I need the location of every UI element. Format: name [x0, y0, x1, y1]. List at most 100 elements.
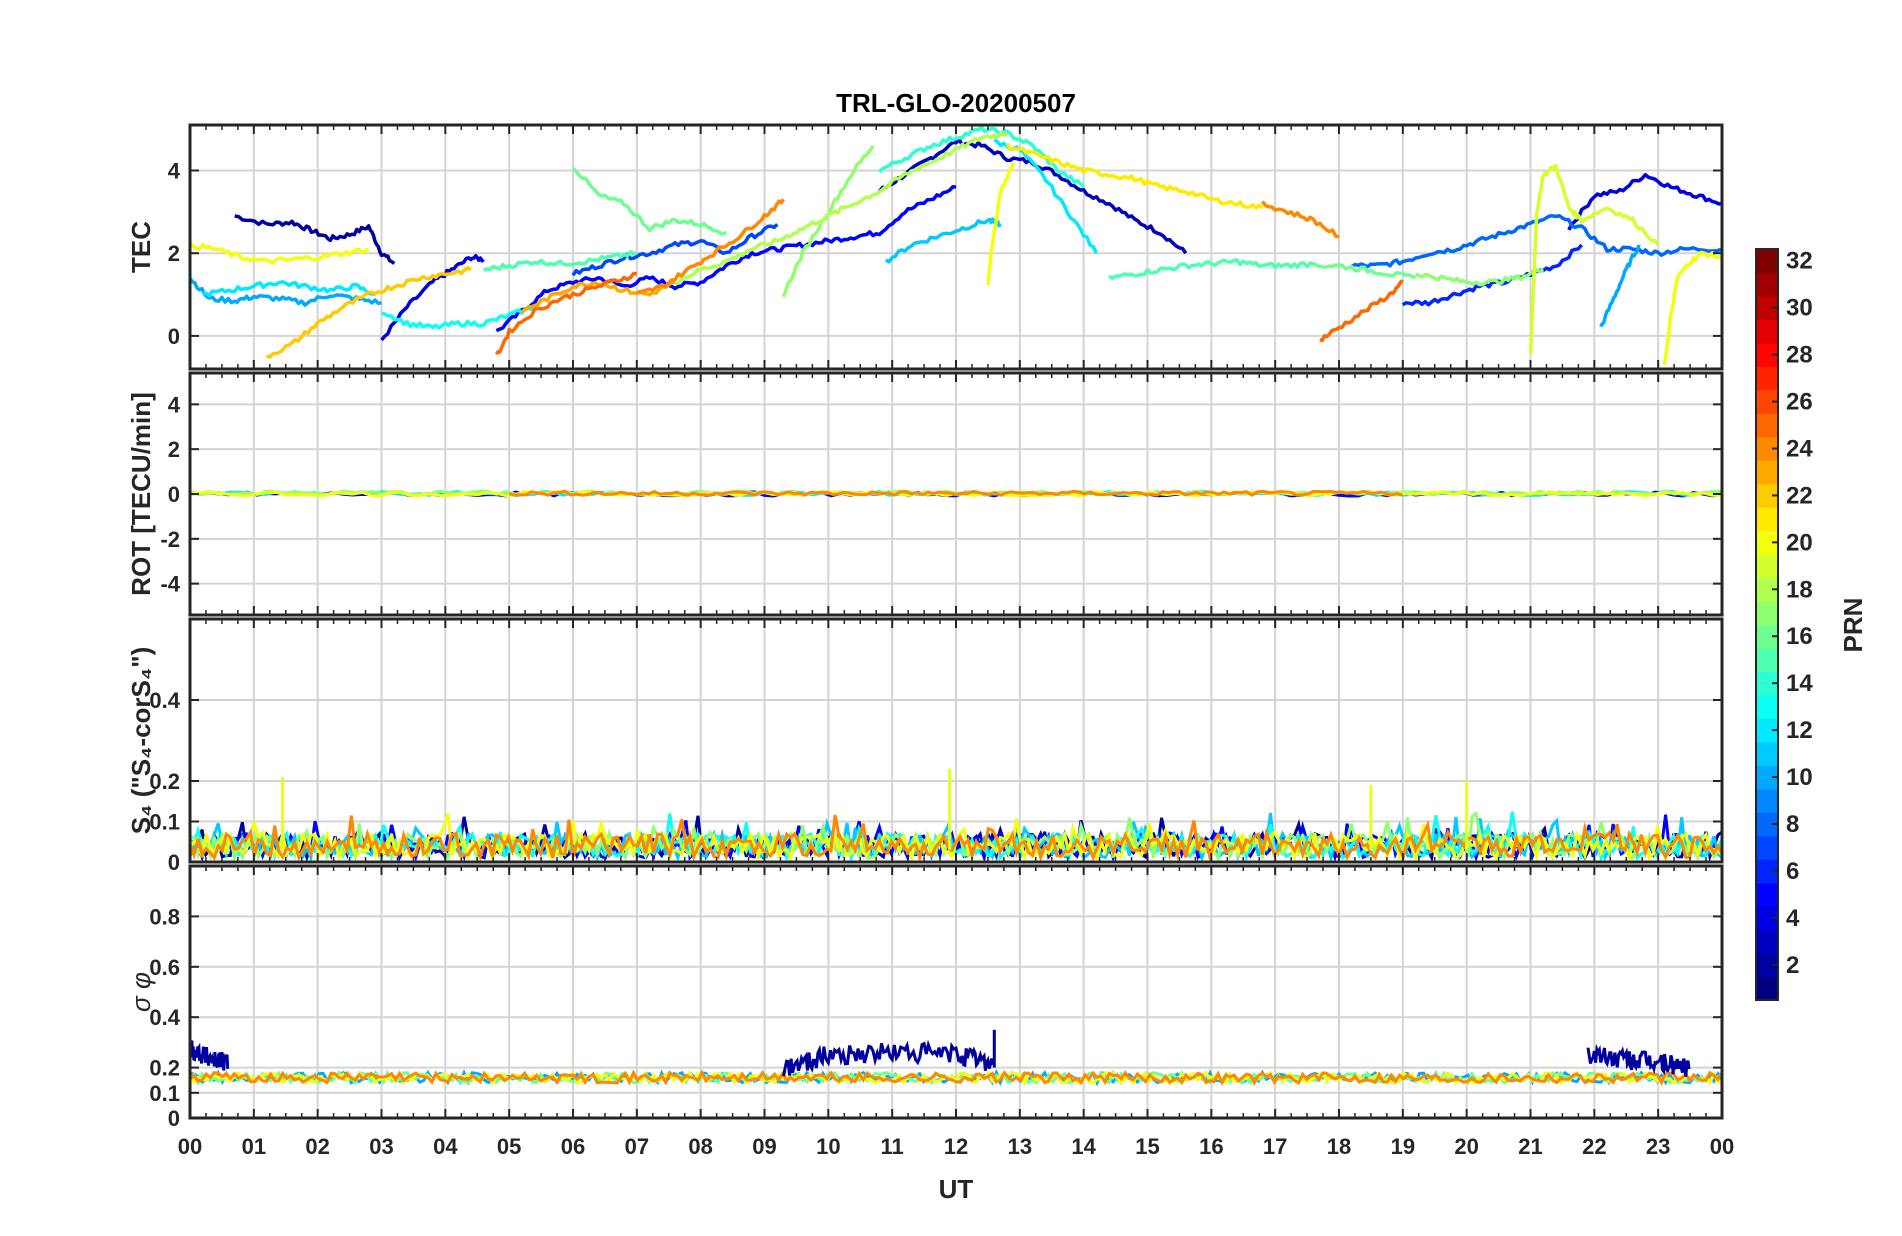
x-tick-label: 18 — [1327, 1134, 1351, 1159]
x-tick-label: 14 — [1071, 1134, 1096, 1159]
tec-line-4 — [495, 185, 957, 333]
colorbar-tick-label: 2 — [1786, 952, 1799, 979]
tec-line-3 — [1567, 172, 1722, 231]
x-axis: 00 01 02 03 04 05 06 07 08 09 10 11 12 13 14 15 16 17 18 19… — [178, 1134, 1734, 1159]
y-axis-label-rot: ROT [TECU/min] — [126, 392, 156, 596]
colorbar-tick-label: 12 — [1786, 717, 1813, 744]
x-tick-label: 17 — [1263, 1134, 1287, 1159]
tec-line-16 — [1108, 258, 1314, 281]
panel-sigma_phi-data — [190, 1029, 1722, 1087]
tec-line-30 — [1261, 200, 1340, 239]
sigma-line-1 — [1586, 1043, 1691, 1077]
colorbar-band — [1756, 835, 1778, 860]
tec-line-27 — [265, 266, 472, 359]
colorbar-band — [1756, 953, 1778, 978]
x-tick-label: 16 — [1199, 1134, 1223, 1159]
colorbar-tick-label: 10 — [1786, 764, 1813, 791]
colorbar-band — [1756, 647, 1778, 673]
colorbar-band — [1756, 342, 1778, 367]
rot-line-4 — [508, 489, 1404, 497]
colorbar-band — [1756, 601, 1778, 626]
x-tick-label: 07 — [625, 1134, 649, 1159]
colorbar-band — [1756, 976, 1778, 1001]
x-tick-label: 11 — [881, 1134, 904, 1159]
colorbar-band — [1756, 718, 1778, 743]
y-tick-label: 0.4 — [149, 688, 180, 713]
colorbar-tick-label: 20 — [1786, 529, 1813, 556]
tec-line-22 — [1528, 163, 1660, 355]
colorbar-tick-label: 14 — [1786, 670, 1813, 697]
x-tick-label: 10 — [816, 1134, 840, 1159]
tec-line-21 — [674, 131, 1008, 286]
y-tick-label: 2 — [168, 437, 180, 462]
colorbar-band — [1756, 694, 1778, 719]
panel-rot-data — [190, 489, 1722, 498]
tec-line-32 — [1319, 279, 1404, 343]
colorbar-band — [1756, 929, 1778, 954]
x-tick-label: 00 — [178, 1134, 202, 1159]
tec-line-9 — [1599, 244, 1641, 328]
x-tick-label: 19 — [1391, 1134, 1415, 1159]
x-tick-label: 06 — [561, 1134, 585, 1159]
colorbar-band — [1756, 272, 1778, 297]
tec-line-11 — [202, 280, 376, 298]
x-tick-label: 21 — [1518, 1134, 1542, 1159]
tec-line-15 — [482, 250, 638, 272]
tec-line-1 — [878, 138, 1188, 255]
colorbar-band — [1756, 671, 1778, 696]
colorbar-band — [1756, 460, 1778, 485]
y-axis-label-sigma_phi: σ φ — [126, 972, 156, 1012]
x-tick-label: 00 — [1710, 1134, 1734, 1159]
y-tick-label: 0.1 — [149, 810, 180, 835]
y-tick-label: 2 — [168, 241, 180, 266]
tec-line-17 — [571, 167, 727, 236]
x-axis-label: UT — [939, 1174, 974, 1204]
colorbar-tick-label: 18 — [1786, 576, 1813, 603]
y-tick-label: 0.2 — [149, 1056, 180, 1081]
colorbar-tick-label: 16 — [1786, 623, 1813, 650]
y-tick-label: 0 — [168, 850, 180, 875]
colorbar-band — [1756, 812, 1778, 837]
colorbar-band — [1756, 436, 1778, 461]
panel-s4: 0 0.1 0.2 0.4S₄ ("S₄-corS₄") — [126, 617, 1724, 875]
tec-line-26 — [1005, 142, 1264, 210]
x-tick-label: 05 — [497, 1134, 521, 1159]
x-tick-label: 22 — [1582, 1134, 1606, 1159]
x-tick-label: 01 — [242, 1134, 266, 1159]
y-tick-label: 0 — [168, 482, 180, 507]
x-tick-label: 09 — [752, 1134, 776, 1159]
tec-line-29 — [636, 198, 786, 295]
tec-line-20 — [1414, 268, 1545, 287]
tec-line-7 — [1350, 213, 1722, 269]
colorbar-band — [1756, 530, 1778, 555]
colorbar-tick-label: 6 — [1786, 858, 1799, 885]
chart-title: TRL-GLO-20200507 — [836, 88, 1076, 118]
colorbar-band — [1756, 882, 1778, 907]
y-tick-label: -2 — [160, 527, 180, 552]
colorbar-band — [1756, 859, 1778, 884]
colorbar-band — [1756, 906, 1778, 931]
colorbar-band — [1756, 319, 1778, 344]
x-tick-label: 23 — [1646, 1134, 1670, 1159]
y-tick-label: 0.6 — [149, 955, 180, 980]
colorbar-band — [1756, 624, 1778, 649]
colorbar-band — [1756, 554, 1778, 579]
tec-line-24 — [986, 161, 1016, 286]
colorbar-band — [1756, 483, 1778, 508]
colorbar-tick-label: 26 — [1786, 389, 1813, 416]
colorbar-band — [1756, 507, 1778, 532]
colorbar-tick-label: 24 — [1786, 435, 1813, 462]
y-tick-label: 0 — [168, 1106, 180, 1131]
panel-tec: 0 2 4 TEC — [126, 123, 1724, 371]
colorbar-frame — [1755, 248, 1779, 1001]
y-tick-label: 0.2 — [149, 769, 180, 794]
colorbar-tick-label: 28 — [1786, 342, 1813, 369]
panel-rot: -4 -2 0 2 4 ROT [TECU/min] — [126, 371, 1724, 617]
colorbar-band — [1756, 788, 1778, 813]
colorbar-tick-label: 8 — [1786, 811, 1799, 838]
sigma-trace-3 — [190, 1069, 1722, 1087]
tec-line-2 — [380, 253, 485, 342]
x-tick-label: 13 — [1008, 1134, 1032, 1159]
